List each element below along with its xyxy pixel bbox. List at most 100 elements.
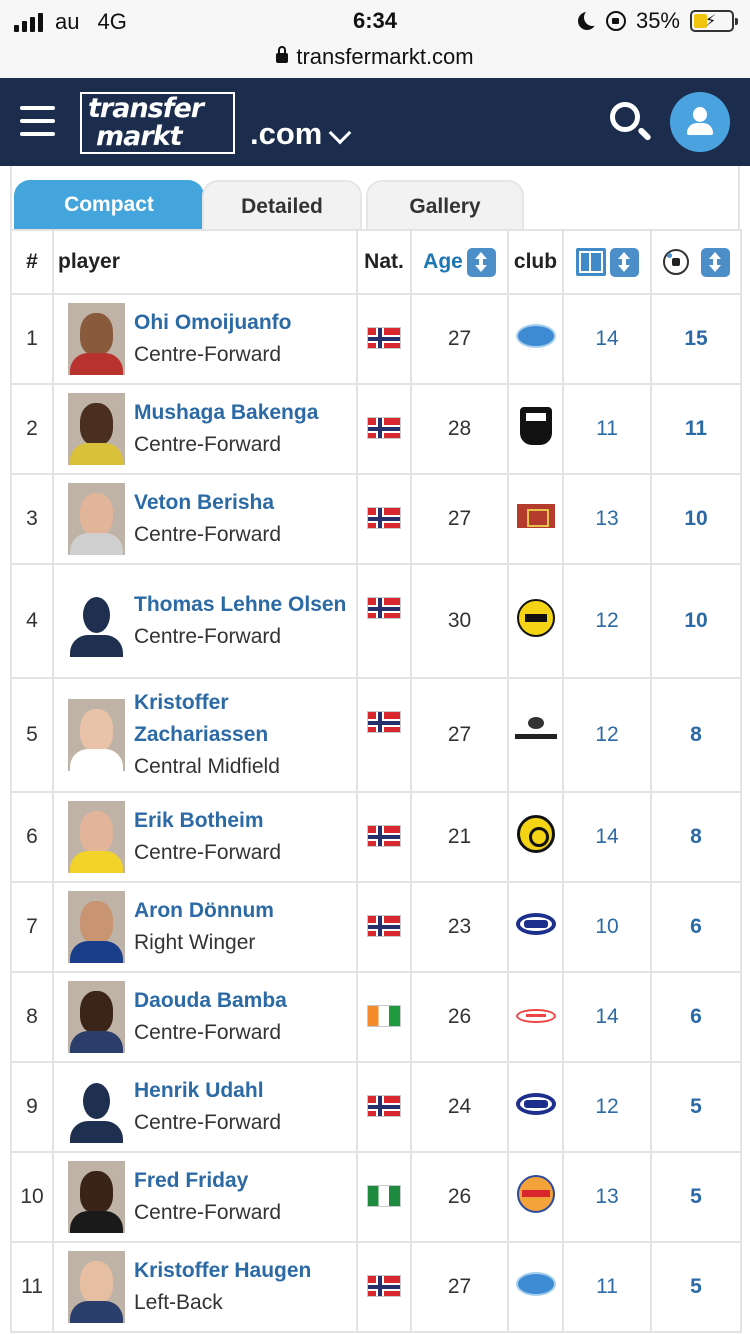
player-photo[interactable] — [68, 303, 125, 375]
tab-gallery[interactable]: Gallery — [366, 180, 524, 230]
appearances-cell[interactable]: 11 — [562, 1241, 652, 1333]
club-crest-icon[interactable] — [514, 717, 557, 747]
goals-cell[interactable]: 15 — [650, 293, 742, 385]
header-age-label[interactable]: Age — [423, 249, 463, 273]
player-name-link[interactable]: Ohi Omoijuanfo — [134, 311, 292, 334]
do-not-disturb-icon — [577, 9, 601, 30]
player-photo[interactable] — [68, 699, 125, 771]
appearances-cell[interactable]: 12 — [562, 563, 652, 679]
club-crest-icon[interactable] — [516, 1175, 555, 1213]
club-crest-icon[interactable] — [516, 815, 555, 853]
player-name-link[interactable]: Daouda Bamba — [134, 989, 287, 1012]
goals-cell[interactable]: 6 — [650, 971, 742, 1063]
player-photo[interactable] — [68, 981, 125, 1053]
tab-compact[interactable]: Compact — [14, 180, 204, 230]
appearances-cell[interactable]: 14 — [562, 791, 652, 883]
player-cell: Mushaga Bakenga Centre-Forward — [52, 383, 358, 475]
appearances-cell[interactable]: 10 — [562, 881, 652, 973]
url-bar[interactable]: transfermarkt.com — [0, 42, 750, 78]
club-crest-icon[interactable] — [519, 407, 552, 445]
player-cell: Ohi Omoijuanfo Centre-Forward — [52, 293, 358, 385]
logo-line-1: transfer — [88, 93, 204, 124]
header-goals[interactable] — [650, 229, 742, 295]
appearances-cell[interactable]: 13 — [562, 1151, 652, 1243]
appearances-cell[interactable]: 12 — [562, 1061, 652, 1153]
club-crest-icon[interactable] — [516, 599, 555, 637]
search-icon[interactable] — [608, 100, 652, 144]
club-cell — [507, 971, 564, 1063]
player-position: Centre-Forward — [134, 1201, 282, 1224]
player-name-link[interactable]: Kristoffer Zachariassen — [134, 691, 269, 746]
player-position: Centre-Forward — [134, 1111, 282, 1134]
appearances-cell[interactable]: 14 — [562, 293, 652, 385]
status-bar: au 4G 6:34 35% ⚡ — [0, 0, 750, 42]
player-position: Centre-Forward — [134, 1021, 282, 1044]
header-nationality: Nat. — [356, 229, 412, 295]
player-name-link[interactable]: Thomas Lehne Olsen — [134, 593, 347, 616]
club-crest-icon[interactable] — [516, 504, 555, 528]
goals-cell[interactable]: 8 — [650, 677, 742, 793]
appearances-cell[interactable]: 13 — [562, 473, 652, 565]
club-cell — [507, 473, 564, 565]
goals-cell[interactable]: 5 — [650, 1061, 742, 1153]
sort-age-icon[interactable] — [466, 247, 496, 277]
player-name-link[interactable]: Erik Botheim — [134, 809, 264, 832]
view-tabs: Compact Detailed Gallery — [10, 166, 740, 230]
goals-cell[interactable]: 5 — [650, 1151, 742, 1243]
player-photo[interactable] — [68, 393, 125, 465]
table-row: 7 Aron Dönnum Right Winger 23 10 6 — [10, 881, 742, 973]
goals-cell[interactable]: 8 — [650, 791, 742, 883]
user-account-icon[interactable] — [670, 92, 730, 152]
player-name-link[interactable]: Veton Berisha — [134, 491, 275, 514]
player-photo[interactable] — [68, 801, 125, 873]
player-photo[interactable] — [68, 1161, 125, 1233]
player-name-link[interactable]: Mushaga Bakenga — [134, 401, 319, 424]
player-name-link[interactable]: Henrik Udahl — [134, 1079, 264, 1102]
appearances-cell[interactable]: 12 — [562, 677, 652, 793]
player-photo[interactable] — [68, 1251, 125, 1323]
player-photo[interactable] — [68, 483, 125, 555]
age-cell: 26 — [410, 1151, 509, 1243]
player-name-link[interactable]: Fred Friday — [134, 1169, 249, 1192]
age-cell: 27 — [410, 293, 509, 385]
club-crest-icon[interactable] — [515, 1093, 556, 1115]
sort-goals-icon[interactable] — [700, 247, 730, 277]
club-crest-icon[interactable] — [515, 324, 556, 348]
player-position: Centre-Forward — [134, 433, 282, 456]
goals-cell[interactable]: 10 — [650, 563, 742, 679]
rank-cell: 5 — [10, 677, 54, 793]
player-photo[interactable] — [68, 1071, 125, 1143]
header-appearances[interactable] — [562, 229, 652, 295]
club-crest-icon[interactable] — [515, 913, 556, 935]
player-cell: Veton Berisha Centre-Forward — [52, 473, 358, 565]
goals-cell[interactable]: 5 — [650, 1241, 742, 1333]
player-cell: Kristoffer Haugen Left-Back — [52, 1241, 358, 1333]
player-name-link[interactable]: Aron Dönnum — [134, 899, 274, 922]
player-cell: Aron Dönnum Right Winger — [52, 881, 358, 973]
transfermarkt-logo[interactable]: transfer markt — [80, 92, 235, 154]
status-left: au 4G — [14, 9, 127, 35]
goals-cell[interactable]: 10 — [650, 473, 742, 565]
player-position: Centre-Forward — [134, 841, 282, 864]
domain-selector-label[interactable]: .com — [250, 116, 323, 151]
chevron-down-icon[interactable] — [328, 121, 352, 145]
appearances-cell[interactable]: 14 — [562, 971, 652, 1063]
menu-icon[interactable] — [20, 106, 55, 136]
age-cell: 21 — [410, 791, 509, 883]
player-photo[interactable] — [68, 891, 125, 963]
player-name-link[interactable]: Kristoffer Haugen — [134, 1259, 312, 1282]
tab-detailed[interactable]: Detailed — [202, 180, 362, 230]
goals-cell[interactable]: 11 — [650, 383, 742, 475]
nationality-flag-icon — [367, 1095, 401, 1117]
player-position: Right Winger — [134, 931, 256, 954]
sort-appearances-icon[interactable] — [609, 247, 639, 277]
table-row: 1 Ohi Omoijuanfo Centre-Forward 27 14 15 — [10, 293, 742, 385]
goals-cell[interactable]: 6 — [650, 881, 742, 973]
header-age[interactable]: Age — [410, 229, 509, 295]
nationality-flag-icon — [367, 915, 401, 937]
club-crest-icon[interactable] — [515, 1272, 556, 1296]
table-row: 2 Mushaga Bakenga Centre-Forward 28 11 1… — [10, 383, 742, 475]
club-crest-icon[interactable] — [515, 1009, 556, 1023]
appearances-cell[interactable]: 11 — [562, 383, 652, 475]
player-photo[interactable] — [68, 585, 125, 657]
